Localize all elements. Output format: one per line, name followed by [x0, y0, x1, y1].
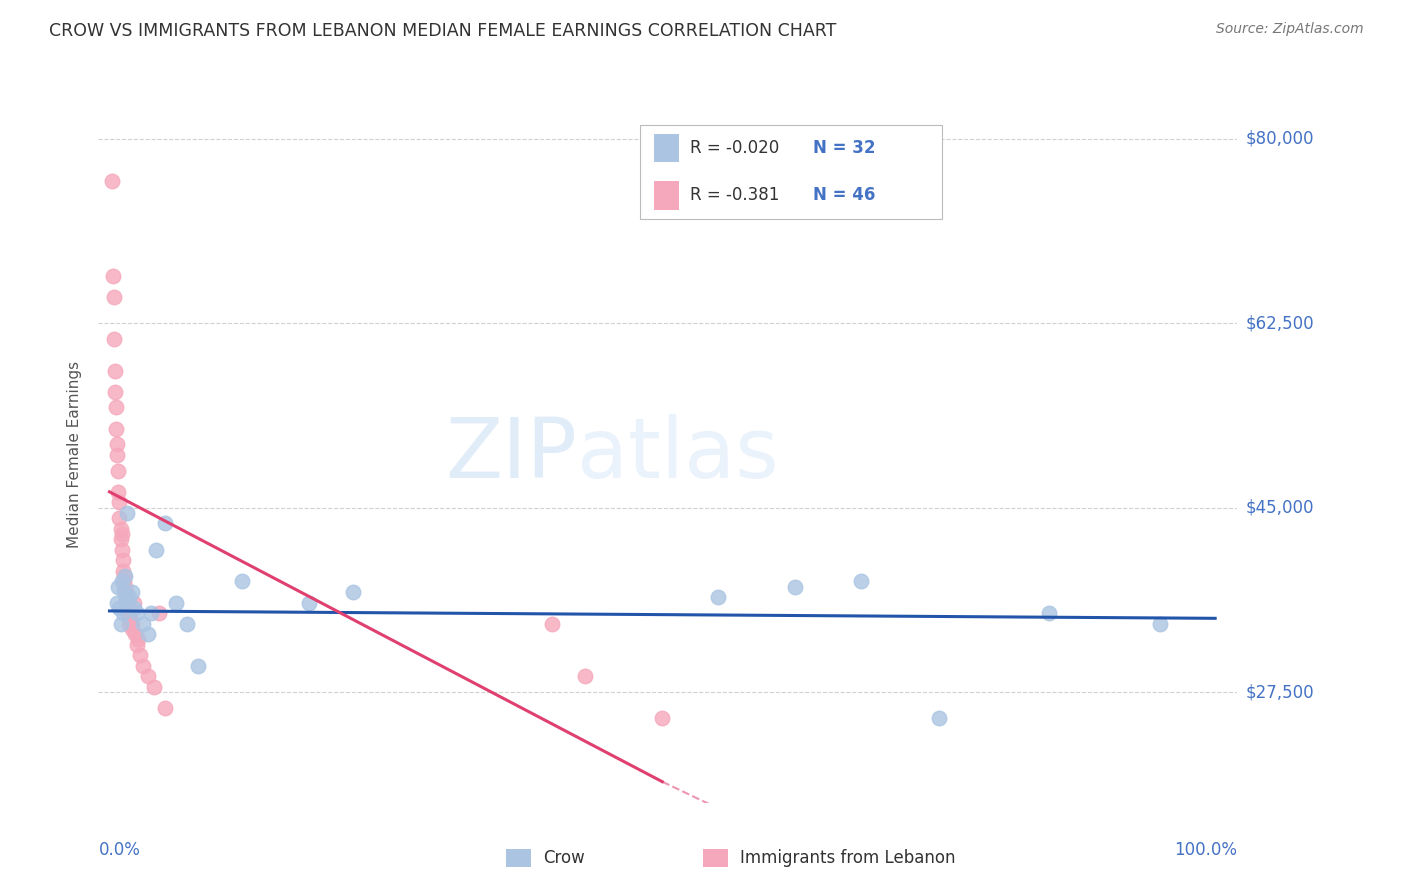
- Point: [115, 595, 138, 609]
- Point: [115, 506, 138, 520]
- Point: [153, 516, 176, 531]
- Point: [540, 616, 562, 631]
- Text: R = -0.381: R = -0.381: [690, 186, 780, 204]
- Point: [142, 680, 165, 694]
- Point: [105, 437, 128, 451]
- Point: [103, 290, 125, 304]
- Point: [928, 711, 950, 725]
- Point: [122, 600, 145, 615]
- Text: Source: ZipAtlas.com: Source: ZipAtlas.com: [1216, 22, 1364, 37]
- Point: [111, 574, 134, 589]
- Point: [297, 595, 319, 609]
- Point: [100, 174, 122, 188]
- Y-axis label: Median Female Earnings: Median Female Earnings: [67, 361, 83, 549]
- Point: [129, 648, 152, 663]
- Point: [107, 464, 129, 478]
- Point: [115, 591, 138, 605]
- Point: [851, 574, 873, 589]
- Text: 100.0%: 100.0%: [1174, 841, 1237, 859]
- Point: [105, 421, 128, 435]
- Point: [104, 363, 127, 377]
- Point: [136, 627, 159, 641]
- Point: [136, 669, 159, 683]
- Point: [131, 616, 153, 631]
- Text: N = 46: N = 46: [813, 186, 875, 204]
- Text: N = 32: N = 32: [813, 139, 875, 157]
- Point: [111, 553, 134, 567]
- Point: [153, 701, 176, 715]
- Point: [118, 591, 141, 605]
- Point: [108, 511, 131, 525]
- Point: [121, 622, 143, 636]
- Point: [101, 268, 124, 283]
- Point: [783, 580, 806, 594]
- Text: CROW VS IMMIGRANTS FROM LEBANON MEDIAN FEMALE EARNINGS CORRELATION CHART: CROW VS IMMIGRANTS FROM LEBANON MEDIAN F…: [49, 22, 837, 40]
- Point: [176, 616, 198, 631]
- Point: [124, 627, 146, 641]
- Point: [131, 658, 153, 673]
- Point: [115, 585, 138, 599]
- Point: [105, 595, 128, 609]
- Point: [105, 448, 128, 462]
- Point: [148, 606, 170, 620]
- Point: [112, 574, 135, 589]
- Point: [121, 585, 143, 599]
- Point: [117, 595, 139, 609]
- Point: [115, 600, 138, 615]
- Text: $45,000: $45,000: [1246, 499, 1315, 516]
- Point: [105, 401, 128, 415]
- Point: [115, 591, 138, 605]
- Point: [117, 606, 139, 620]
- Point: [127, 606, 149, 620]
- Point: [114, 569, 136, 583]
- Point: [111, 606, 134, 620]
- Point: [108, 600, 131, 615]
- Text: ZIP: ZIP: [444, 415, 576, 495]
- Point: [706, 591, 728, 605]
- Point: [120, 611, 142, 625]
- Point: [122, 595, 145, 609]
- Point: [165, 595, 187, 609]
- Point: [127, 638, 149, 652]
- Point: [114, 580, 136, 594]
- Text: $27,500: $27,500: [1246, 683, 1315, 701]
- Point: [104, 384, 127, 399]
- Point: [107, 484, 129, 499]
- Point: [187, 658, 209, 673]
- Point: [121, 616, 143, 631]
- Point: [127, 632, 149, 647]
- Point: [111, 527, 134, 541]
- Point: [651, 711, 673, 725]
- Text: $80,000: $80,000: [1246, 129, 1315, 148]
- Point: [118, 616, 141, 631]
- Text: Crow: Crow: [543, 849, 585, 867]
- Point: [112, 585, 135, 599]
- Point: [110, 533, 132, 547]
- Point: [574, 669, 596, 683]
- Point: [141, 606, 163, 620]
- Point: [103, 332, 125, 346]
- Point: [111, 542, 134, 557]
- Point: [108, 495, 131, 509]
- Point: [1149, 616, 1171, 631]
- Point: [110, 522, 132, 536]
- Point: [111, 564, 134, 578]
- Text: R = -0.020: R = -0.020: [690, 139, 779, 157]
- Point: [145, 542, 167, 557]
- Point: [342, 585, 364, 599]
- Text: Immigrants from Lebanon: Immigrants from Lebanon: [740, 849, 955, 867]
- Point: [1038, 606, 1060, 620]
- Text: atlas: atlas: [576, 415, 779, 495]
- Text: $62,500: $62,500: [1246, 314, 1315, 332]
- Point: [231, 574, 253, 589]
- Point: [112, 569, 135, 583]
- Point: [107, 580, 129, 594]
- Point: [110, 616, 132, 631]
- Text: 0.0%: 0.0%: [98, 841, 141, 859]
- Point: [118, 606, 141, 620]
